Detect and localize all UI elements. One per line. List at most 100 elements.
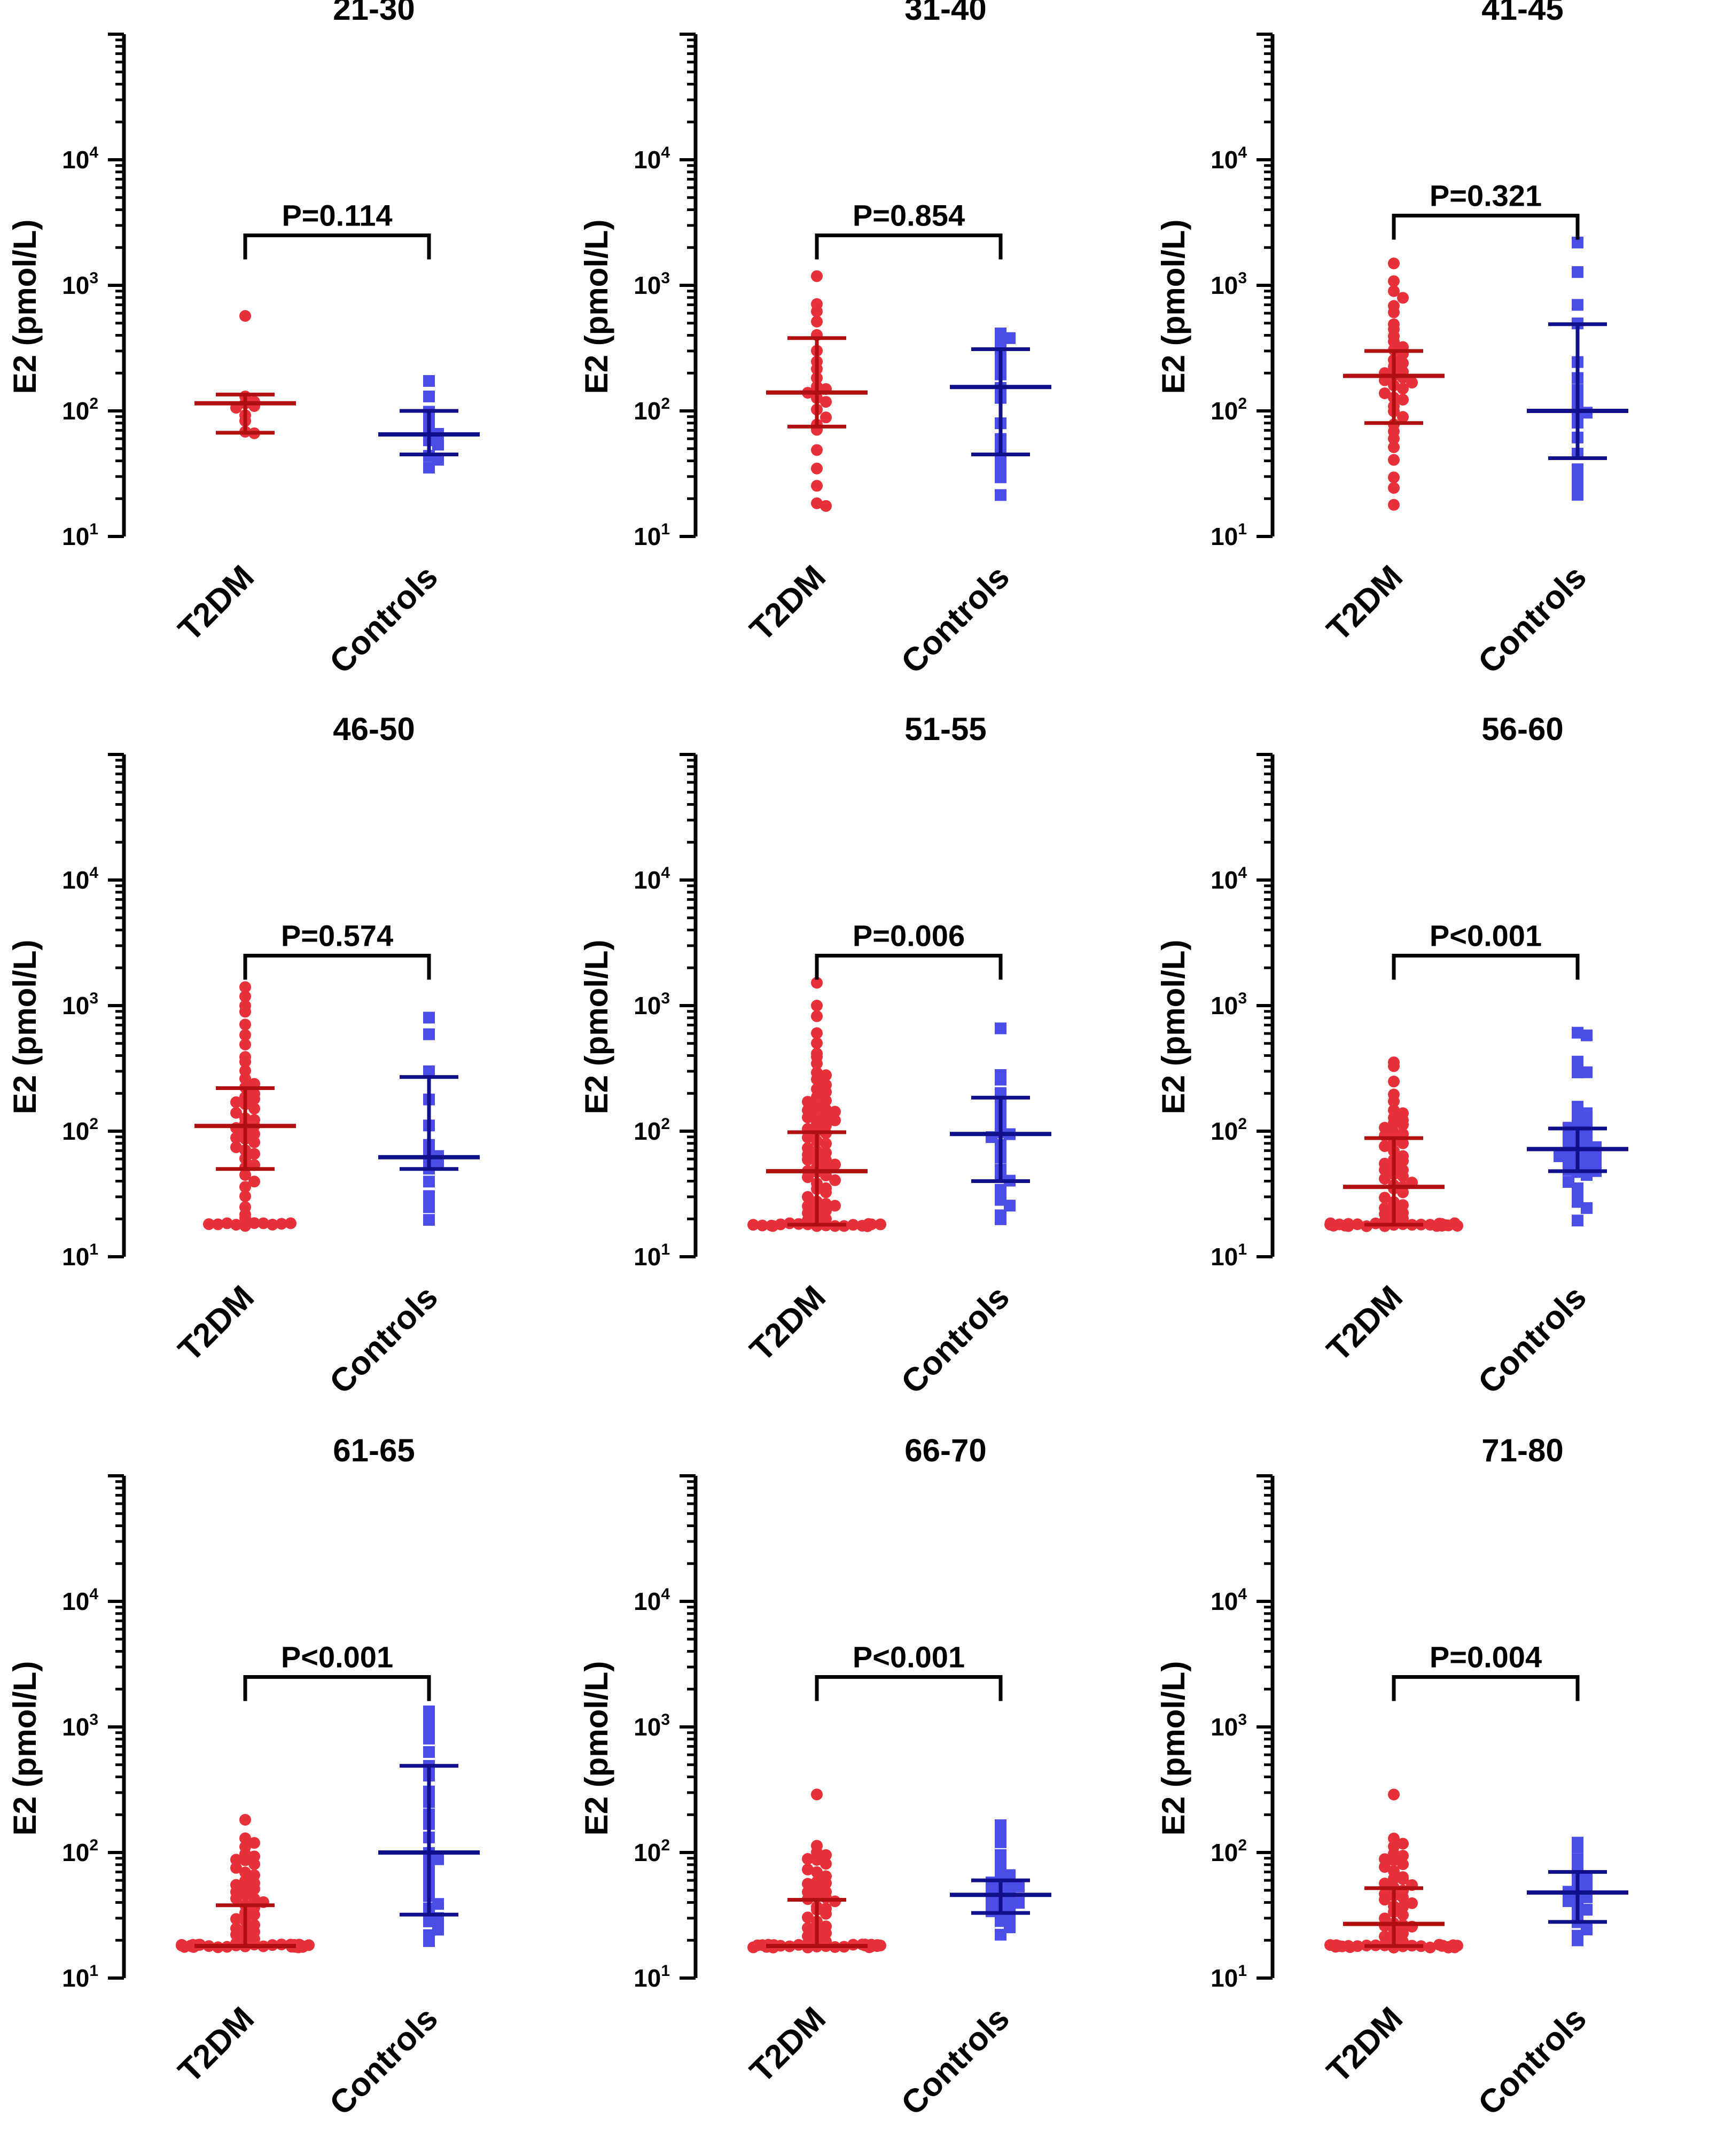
data-point-T2DM — [820, 500, 832, 512]
data-point-T2DM — [1431, 1220, 1443, 1232]
data-point-Controls — [432, 454, 444, 466]
data-point-Controls — [1572, 1055, 1583, 1068]
data-point-Controls — [1572, 1026, 1583, 1039]
data-point-T2DM — [1388, 499, 1400, 511]
data-point-T2DM — [847, 1219, 859, 1231]
data-point-T2DM — [756, 1219, 768, 1232]
data-point-T2DM — [1397, 357, 1409, 369]
data-point-T2DM — [1388, 275, 1400, 287]
y-tick-label: 103 — [1211, 269, 1247, 299]
data-point-T2DM — [811, 1788, 823, 1801]
data-point-T2DM — [230, 1913, 242, 1925]
data-point-Controls — [1581, 1029, 1593, 1041]
data-point-Controls — [423, 462, 435, 474]
data-point-T2DM — [811, 977, 823, 989]
y-tick-label: 101 — [62, 1962, 98, 1992]
panel-title: 66-70 — [904, 1433, 986, 1468]
data-point-T2DM — [1406, 377, 1418, 389]
data-point-T2DM — [767, 1220, 779, 1232]
panel-title: 71-80 — [1481, 1433, 1563, 1468]
data-point-Controls — [423, 1176, 435, 1188]
y-tick-label: 101 — [62, 1241, 98, 1271]
y-tick-label: 103 — [1211, 990, 1247, 1019]
data-point-T2DM — [820, 1204, 832, 1217]
y-tick-label: 104 — [62, 864, 98, 894]
y-tick-label: 104 — [1211, 144, 1247, 174]
x-category-label: Controls — [323, 558, 445, 681]
y-tick-label: 104 — [634, 864, 670, 894]
data-point-T2DM — [239, 1072, 251, 1085]
data-point-Controls — [1572, 479, 1583, 492]
x-category-label: Controls — [894, 558, 1017, 681]
data-point-Controls — [1572, 1934, 1583, 1947]
data-point-T2DM — [239, 1181, 251, 1193]
data-point-T2DM — [802, 1131, 814, 1143]
significance-bracket — [815, 233, 1003, 260]
panel-71-80: 71-80 E2 (pmol/L) 101 102 103 104 T2DM Controls… — [1156, 1433, 1628, 2122]
data-point-T2DM — [802, 1922, 814, 1934]
data-point-T2DM — [239, 1006, 251, 1018]
data-point-T2DM — [248, 1909, 260, 1921]
panel-title: 51-55 — [904, 711, 986, 747]
data-point-Controls — [1572, 1858, 1583, 1870]
data-point-T2DM — [248, 1102, 260, 1115]
data-point-T2DM — [248, 1893, 260, 1905]
y-tick-label: 103 — [634, 990, 670, 1019]
data-point-Controls — [1563, 1895, 1574, 1908]
data-point-Controls — [995, 1849, 1006, 1861]
significance-bracket — [243, 233, 431, 260]
significance-bracket — [815, 1675, 1003, 1701]
x-category-label: T2DM — [743, 558, 833, 648]
data-point-T2DM — [820, 1849, 832, 1861]
panel-title: 41-45 — [1481, 0, 1563, 27]
data-point-T2DM — [230, 1132, 242, 1144]
data-point-Controls — [1581, 1066, 1593, 1078]
y-tick-label: 103 — [634, 1711, 670, 1741]
data-point-Controls — [1581, 1904, 1593, 1916]
data-point-Controls — [432, 1924, 444, 1936]
data-point-Controls — [995, 1836, 1006, 1848]
data-point-T2DM — [239, 1029, 251, 1041]
data-point-T2DM — [285, 1217, 296, 1229]
data-point-T2DM — [221, 1217, 233, 1229]
data-point-T2DM — [829, 1200, 841, 1212]
data-point-T2DM — [811, 1073, 823, 1085]
x-category-label: Controls — [894, 1279, 1017, 1401]
data-point-T2DM — [802, 1095, 814, 1108]
data-point-Controls — [1554, 1150, 1565, 1162]
y-tick-label: 102 — [62, 1115, 98, 1145]
data-point-T2DM — [811, 1854, 823, 1866]
data-point-Controls — [1572, 488, 1583, 501]
data-point-T2DM — [1388, 482, 1400, 494]
panel-51-55: 51-55 E2 (pmol/L) 101 102 103 104 T2DM Controls… — [579, 711, 1051, 1401]
data-point-T2DM — [248, 1136, 260, 1148]
data-point-T2DM — [811, 1091, 823, 1103]
data-point-T2DM — [811, 305, 823, 317]
y-tick-label: 101 — [634, 1241, 670, 1271]
data-point-T2DM — [1339, 1219, 1351, 1232]
y-tick-label: 103 — [634, 269, 670, 299]
data-point-T2DM — [1324, 1217, 1337, 1229]
y-tick-label: 104 — [62, 144, 98, 174]
data-point-T2DM — [820, 1927, 832, 1939]
data-point-T2DM — [1397, 1927, 1409, 1940]
data-point-T2DM — [811, 462, 823, 474]
data-point-Controls — [423, 1935, 435, 1947]
y-tick-label: 102 — [62, 1836, 98, 1866]
panel-56-60: 56-60 E2 (pmol/L) 101 102 103 104 T2DM Controls… — [1156, 711, 1628, 1401]
data-point-Controls — [995, 471, 1006, 484]
data-point-T2DM — [802, 1853, 814, 1865]
data-point-Controls — [995, 1073, 1006, 1086]
data-point-Controls — [1572, 1841, 1583, 1854]
data-point-T2DM — [1397, 1909, 1409, 1921]
y-tick-label: 104 — [1211, 864, 1247, 894]
data-point-T2DM — [811, 1117, 823, 1129]
data-point-T2DM — [239, 990, 251, 1002]
data-point-Controls — [1581, 1128, 1593, 1140]
x-category-label: T2DM — [171, 1279, 261, 1368]
significance-bracket — [243, 1675, 431, 1701]
data-point-Controls — [423, 390, 435, 402]
x-category-label: T2DM — [743, 2000, 833, 2090]
y-axis-label: E2 (pmol/L) — [7, 220, 43, 394]
